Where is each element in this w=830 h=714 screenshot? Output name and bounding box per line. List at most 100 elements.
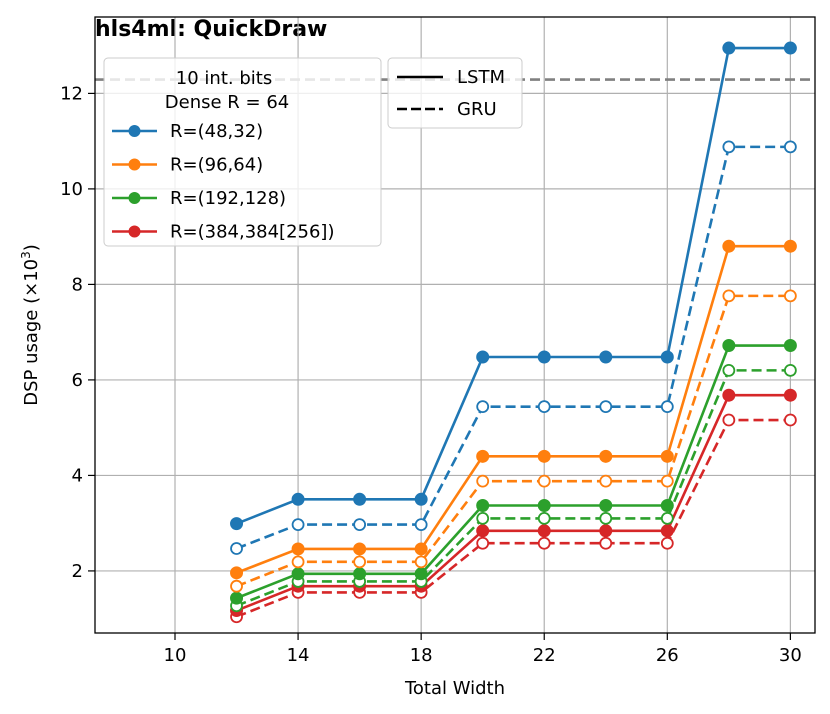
gru-point [537,511,551,525]
gru-point [599,400,613,414]
gru-point [660,511,674,525]
style-legend: LSTM GRU [387,57,523,129]
gru-point [476,536,490,550]
x-tick-label: 18 [410,645,433,666]
series-legend-box [103,57,382,247]
x-tick-label: 30 [779,645,802,666]
lstm-point [230,566,244,580]
gru-point [476,511,490,525]
gru-point [230,542,243,555]
gru-point [599,511,613,525]
legend-lstm-label: LSTM [457,67,505,88]
lstm-point [291,542,305,556]
y-tick-label: 8 [72,274,83,295]
lstm-point [291,492,305,506]
plot-frame [94,16,816,634]
x-tick-label: 10 [164,645,187,666]
x-tick-label: 14 [287,645,310,666]
gru-line [236,369,791,607]
gru-point [722,289,736,303]
axis-ticks: 10 14 18 22 26 30 2 4 6 8 10 12 [60,83,802,666]
gru-point [660,474,674,488]
legend-series-label: R=(192,128) [170,188,286,209]
x-tick-label: 26 [656,645,679,666]
lstm-point [476,499,490,513]
lstm-point [722,339,736,353]
legend-series-marker [128,125,141,137]
gru-point [476,400,490,414]
legend-series-label: R=(384,384[256]) [170,222,334,243]
y-tick-label: 12 [60,83,83,104]
lstm-point [783,41,797,55]
lstm-point [537,449,551,463]
legend-series-marker [128,192,141,204]
series-R=(96,64) [230,239,797,593]
legend-series-marker [128,158,141,171]
lstm-point [783,239,797,253]
lstm-point [414,542,428,556]
y-tick-label: 10 [60,179,83,200]
gru-point [783,363,797,377]
lstm-point [722,388,736,402]
lstm-point [660,524,674,538]
lstm-point [537,524,551,538]
gru-point [783,140,797,154]
gru-point [722,140,736,154]
chart-title: hls4ml: QuickDraw [95,17,327,42]
lstm-point [783,388,797,402]
legend-series-entries: R=(48,32) R=(96,64) R=(192,128) R=(384,384[… [112,121,334,243]
gru-point [722,363,736,377]
gru-point [353,518,367,532]
x-axis-label: Total Width [404,678,505,699]
gru-point [783,413,797,427]
series-R=(192,128) [230,339,797,613]
gru-point [722,413,736,427]
lstm-point [230,591,244,605]
y-axis-label-main: DSP usage (×10 [21,259,42,406]
gru-point [230,579,243,593]
gru-point [353,555,367,569]
lstm-point [476,524,490,538]
lstm-point [599,350,613,364]
gru-point [537,400,551,414]
gru-point [537,536,551,550]
lstm-point [722,41,736,55]
gru-point [476,474,490,488]
gru-point [291,555,305,569]
y-tick-label: 4 [72,465,83,486]
lstm-line [236,393,791,612]
lstm-point [537,350,551,364]
lstm-point [722,239,736,253]
lstm-point [230,517,244,531]
lstm-point [599,449,613,463]
lstm-line [236,344,791,600]
lstm-point [599,524,613,538]
gru-point [537,474,551,488]
legend-series-label: R=(96,64) [170,155,263,176]
gru-line [236,418,791,618]
lstm-point [353,492,367,506]
lstm-point [660,449,674,463]
lstm-point [660,499,674,513]
gru-point [599,474,613,488]
lstm-point [476,449,490,463]
x-tick-label: 22 [533,645,556,666]
gru-point [599,536,613,550]
gru-point [660,400,674,414]
y-axis-label: DSP usage (×103) [19,244,42,406]
gru-point [783,289,797,303]
y-axis-label-exponent: 3 [19,251,33,259]
gru-line [236,294,791,588]
lstm-point [660,350,674,364]
legend-header-line-1: 10 int. bits [176,68,272,89]
lstm-point [353,567,367,581]
gru-line [236,145,791,550]
y-tick-label: 2 [72,561,83,582]
y-tick-label: 6 [72,370,83,391]
legend-header-line-2: Dense R = 64 [165,92,289,113]
lstm-point [537,499,551,513]
gru-point [660,536,674,550]
style-legend-box [387,57,523,129]
lstm-point [414,492,428,506]
